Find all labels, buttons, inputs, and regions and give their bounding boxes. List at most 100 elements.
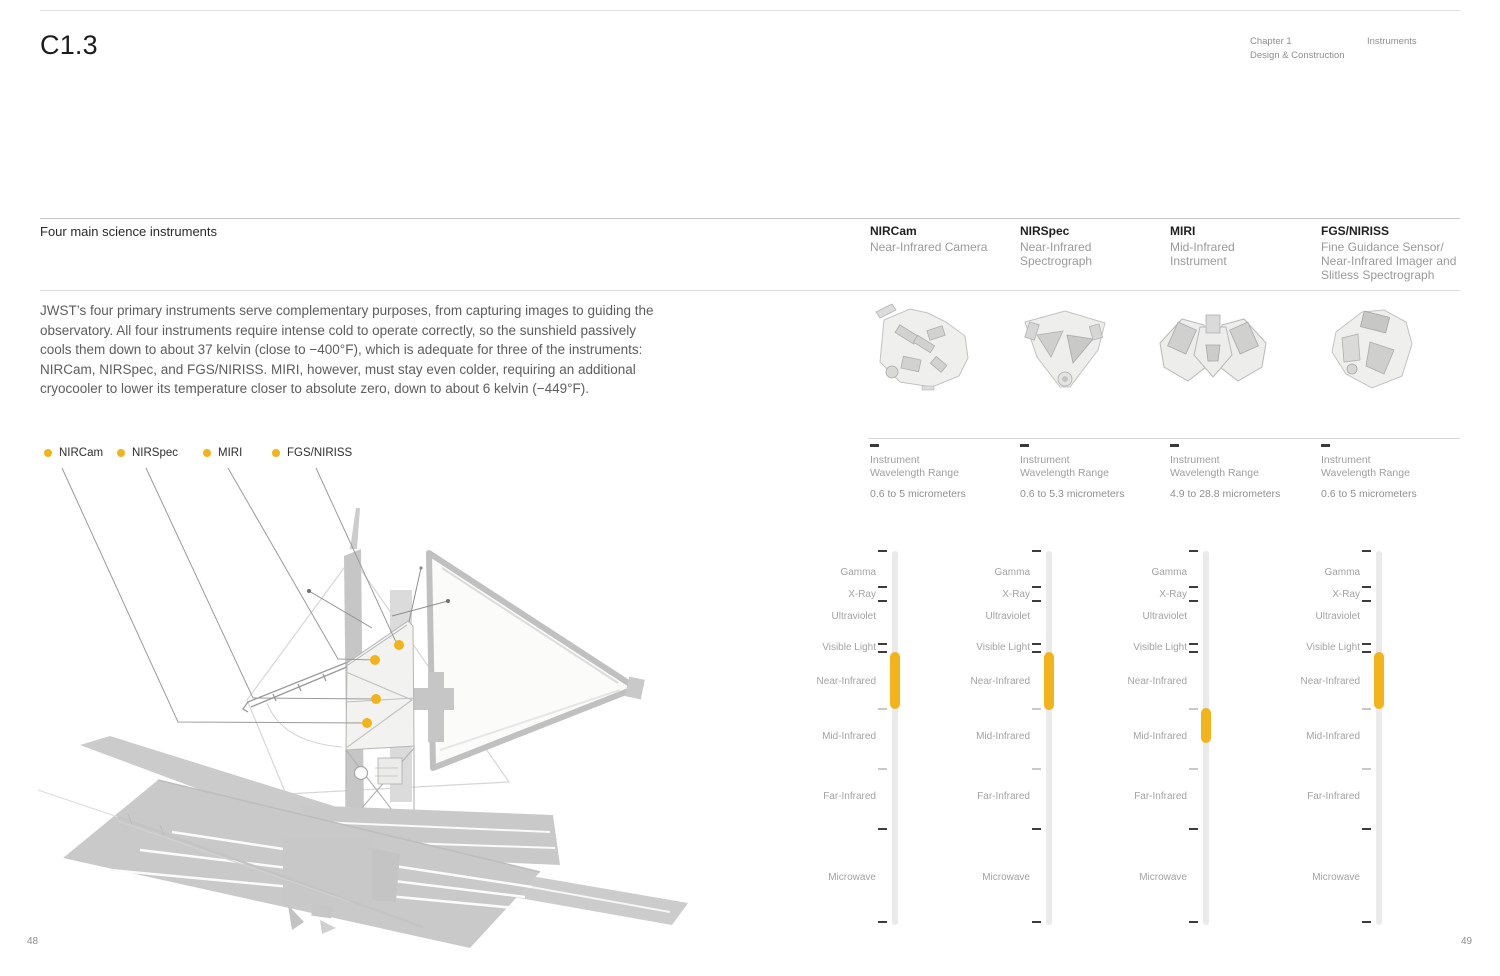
spectrum-band-label: Microwave xyxy=(982,872,1030,883)
spectrum-band-label: Ultraviolet xyxy=(1315,611,1360,622)
spectrum-band-label: Near-Infrared xyxy=(970,676,1030,687)
spectrum-band-label: Far-Infrared xyxy=(1307,791,1360,802)
instrument-name: FGS/NIRISS xyxy=(1321,224,1390,238)
instrument-range-band xyxy=(1044,652,1054,710)
legend-item-fgs: FGS/NIRISS xyxy=(272,446,352,460)
instrument-header-fgs: FGS/NIRISS Fine Guidance Sensor/ Near-In… xyxy=(1321,224,1460,282)
subheader-rule xyxy=(40,290,1460,291)
spectrum-band-label: Microwave xyxy=(1139,872,1187,883)
instrument-header-nirspec: NIRSpec Near-Infrared Spectrograph xyxy=(1020,224,1128,268)
spectrum-band-label: Mid-Infrared xyxy=(822,731,876,742)
nirspec-illustration xyxy=(1015,305,1115,395)
spectrum-band-label: X-Ray xyxy=(848,589,876,600)
spectrum-band-label: Near-Infrared xyxy=(816,676,876,687)
legend-label: MIRI xyxy=(218,447,243,459)
spectrum-band-label: Far-Infrared xyxy=(823,791,876,802)
spectrum-band-label: Mid-Infrared xyxy=(976,731,1030,742)
spectrum-band-label: Far-Infrared xyxy=(1134,791,1187,802)
spectrum-tick xyxy=(1189,708,1198,710)
spectrum-band-label: Visible Light xyxy=(976,642,1030,653)
spectrum-tick xyxy=(1189,550,1198,552)
wavelength-value: 0.6 to 5.3 micrometers xyxy=(1020,488,1125,500)
legend-label: NIRCam xyxy=(59,447,104,459)
jwst-telescope-illustration xyxy=(20,450,740,962)
spectrum-tick xyxy=(1032,550,1041,552)
instrument-subtitle: Near-Infrared Spectrograph xyxy=(1020,240,1093,268)
wavelength-value: 0.6 to 5 micrometers xyxy=(1321,488,1417,500)
wavelength-strip-nircam: Gamma X-Ray Ultraviolet Visible Light Near-I… xyxy=(806,545,902,937)
page-title: C1.3 xyxy=(40,30,98,60)
spectrum-band-label: X-Ray xyxy=(1159,589,1187,600)
spectrum-tick xyxy=(1362,586,1371,588)
spectrum-tick xyxy=(878,651,887,653)
spectrum-tick xyxy=(1032,600,1041,602)
instrument-range-band xyxy=(1201,708,1211,743)
yellow-dot-icon xyxy=(117,449,125,457)
wavelength-rule xyxy=(868,438,1460,439)
spectrum-tick xyxy=(878,768,887,770)
spectrum-band-label: Far-Infrared xyxy=(977,791,1030,802)
spectrum-tick xyxy=(1032,768,1041,770)
wl-title-line1: Instrument xyxy=(1321,454,1371,466)
spectrum-band-label: Mid-Infrared xyxy=(1133,731,1187,742)
spectrum-band-label: Gamma xyxy=(994,567,1030,578)
wavelength-strip-nirspec: Gamma X-Ray Ultraviolet Visible Light Near-I… xyxy=(960,545,1056,937)
top-rule xyxy=(40,10,1460,11)
dash-icon xyxy=(1020,444,1029,447)
spectrum-band-label: Near-Infrared xyxy=(1300,676,1360,687)
chapter-title: Design & Construction xyxy=(1250,49,1345,61)
instrument-subtitle: Fine Guidance Sensor/ Near-Infrared Imag… xyxy=(1321,240,1457,282)
spectrum-tick xyxy=(1189,586,1198,588)
wavelength-header-nirspec: Instrument Wavelength Range 0.6 to 5.3 m… xyxy=(1020,444,1160,500)
wl-title-line2: Wavelength Range xyxy=(870,466,959,479)
yellow-dot-icon xyxy=(203,449,211,457)
spectrum-band-label: Visible Light xyxy=(1306,642,1360,653)
body-paragraph: JWST’s four primary instruments serve co… xyxy=(40,303,654,397)
spectrum-band-label: X-Ray xyxy=(1002,589,1030,600)
chapter-number: Chapter 1 xyxy=(1250,36,1292,47)
instrument-header-miri: MIRI Mid-Infrared Instrument xyxy=(1170,224,1262,268)
spectrum-band-label: Visible Light xyxy=(822,642,876,653)
instrument-name: NIRSpec xyxy=(1020,224,1070,238)
spectrum-tick xyxy=(1032,651,1041,653)
spectrum-tick xyxy=(1032,921,1041,923)
section-title: Four main science instruments xyxy=(40,224,218,239)
spectrum-band-label: Mid-Infrared xyxy=(1306,731,1360,742)
spectrum-tick xyxy=(878,586,887,588)
legend-item-nirspec: NIRSpec xyxy=(117,446,178,460)
spectrum-band-label: Near-Infrared xyxy=(1127,676,1187,687)
nircam-illustration xyxy=(862,300,992,395)
spectrum-tick xyxy=(1189,921,1198,923)
legend-label: FGS/NIRISS xyxy=(287,447,353,459)
instrument-name: NIRCam xyxy=(870,224,917,238)
instrument-subtitle: Mid-Infrared Instrument xyxy=(1170,240,1235,268)
spectrum-band-label: X-Ray xyxy=(1332,589,1360,600)
spectrum-tick xyxy=(878,643,887,645)
spectrum-band-label: Ultraviolet xyxy=(831,611,876,622)
spectrum-tick xyxy=(1362,550,1371,552)
chapter-meta: Chapter 1 Design & Construction xyxy=(1250,35,1380,62)
spectrum-tick xyxy=(1189,643,1198,645)
yellow-dot-icon xyxy=(272,449,280,457)
spectrum-tick xyxy=(1189,600,1198,602)
wavelength-value: 4.9 to 28.8 micrometers xyxy=(1170,488,1281,500)
spectrum-tick xyxy=(878,828,887,830)
wl-title-line1: Instrument xyxy=(1170,454,1220,466)
legend-label: NIRSpec xyxy=(132,447,179,459)
spectrum-bar xyxy=(892,551,898,925)
wavelength-header-nircam: Instrument Wavelength Range 0.6 to 5 mic… xyxy=(870,444,1010,500)
wavelength-header-fgs: Instrument Wavelength Range 0.6 to 5 mic… xyxy=(1321,444,1461,500)
spectrum-tick xyxy=(878,921,887,923)
wl-title-line2: Wavelength Range xyxy=(1020,466,1109,479)
spectrum-tick xyxy=(1362,921,1371,923)
spectrum-tick xyxy=(878,550,887,552)
dash-icon xyxy=(870,444,879,447)
spectrum-tick xyxy=(878,708,887,710)
spectrum-band-label: Gamma xyxy=(1151,567,1187,578)
fgs-niriss-illustration xyxy=(1322,302,1422,394)
miri-illustration xyxy=(1148,305,1278,395)
instrument-range-band xyxy=(890,652,900,709)
spectrum-tick xyxy=(1362,768,1371,770)
spectrum-bar xyxy=(1046,551,1052,925)
instrument-name: MIRI xyxy=(1170,224,1196,238)
